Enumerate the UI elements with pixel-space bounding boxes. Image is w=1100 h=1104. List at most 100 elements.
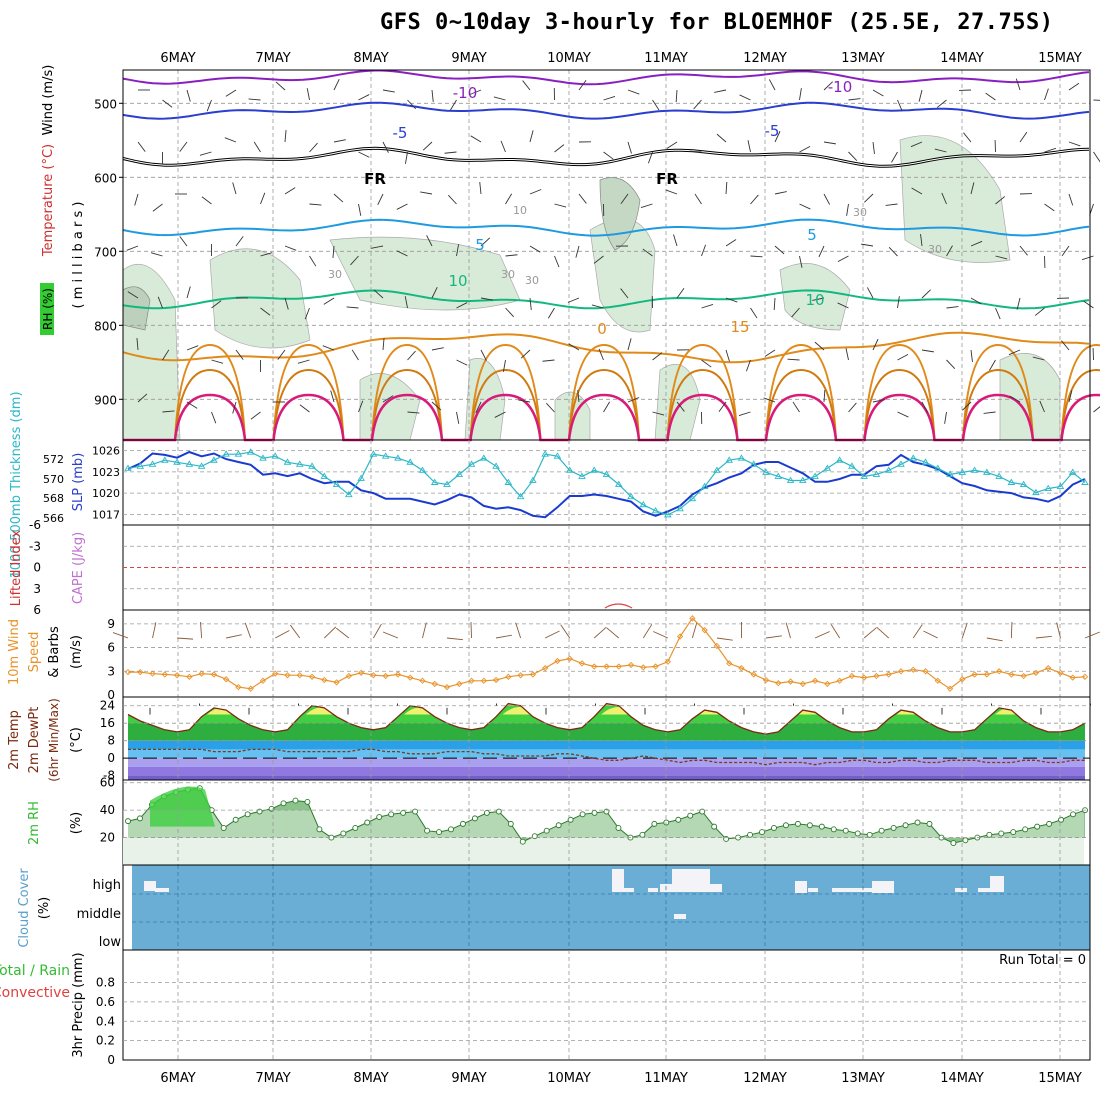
- contour-label: 30: [853, 206, 867, 219]
- wind10-barb: [692, 623, 696, 638]
- wind10-barb: [471, 622, 472, 638]
- precip-tick: 0: [107, 1053, 115, 1067]
- date-label-bottom: 12MAY: [743, 1071, 787, 1086]
- rh-point: [1035, 824, 1040, 829]
- date-label-top: 7MAY: [255, 51, 290, 66]
- wind10-tick: 3: [107, 664, 115, 678]
- wind10-barb: [607, 628, 619, 638]
- temp-tick: 24: [100, 699, 115, 713]
- date-label-bottom: 9MAY: [451, 1071, 486, 1086]
- temp-tick: 8: [107, 734, 115, 748]
- cloud-level-label: high: [93, 878, 121, 893]
- wind10-barb: [1036, 636, 1052, 638]
- contour-label: FR: [364, 170, 386, 188]
- rh-point: [341, 831, 346, 836]
- rh-point: [771, 825, 776, 830]
- run-total: Run Total = 0: [999, 953, 1086, 968]
- cape-axis-label: CAPE (J/kg): [71, 532, 86, 604]
- contour-label: 30: [501, 268, 515, 281]
- temp-axis-label: (6hr Min/Max): [47, 698, 61, 782]
- date-label-top: 10MAY: [547, 51, 591, 66]
- wind-axis-label: Wind (m/s): [41, 65, 56, 136]
- wind10-panel-frame: [123, 610, 1090, 697]
- contour-label: -5: [393, 124, 408, 142]
- contour-label: 0: [597, 320, 607, 338]
- rh-point: [760, 830, 765, 835]
- wind10-barb: [962, 623, 967, 638]
- wind10-barb: [643, 624, 651, 638]
- temp-band: [123, 767, 1090, 776]
- rh-point: [963, 838, 968, 843]
- date-label-bottom: 8MAY: [353, 1071, 388, 1086]
- contour-label: -5: [765, 122, 780, 140]
- rh-point: [305, 799, 310, 804]
- contour-label: 30: [525, 274, 539, 287]
- contour-label: 10: [513, 204, 527, 217]
- rh-point: [448, 827, 453, 832]
- cloud-block: [710, 884, 722, 892]
- rh-point: [293, 798, 298, 803]
- cloud-block: [795, 881, 807, 893]
- wind10-barb: [831, 624, 839, 638]
- temp-tick: 0: [107, 751, 115, 765]
- rh-point: [999, 831, 1004, 836]
- rh-point: [831, 827, 836, 832]
- wind10-barb: [766, 636, 782, 638]
- wind10-barb: [545, 631, 559, 638]
- rh-midband: [123, 810, 1084, 837]
- wind10-barb: [422, 622, 426, 638]
- cloud-block: [674, 914, 686, 919]
- contour-label: 5: [475, 236, 485, 254]
- wind10-barb: [226, 635, 242, 638]
- rh-point: [795, 821, 800, 826]
- date-label-bottom: 15MAY: [1038, 1071, 1082, 1086]
- wind-barb: [1094, 404, 1100, 412]
- precip-tick: 0.6: [96, 995, 115, 1009]
- cloud-axis-label: (%): [37, 897, 52, 920]
- cloud-block: [808, 888, 818, 892]
- date-label-top: 8MAY: [353, 51, 388, 66]
- li-tick: -6: [29, 518, 41, 532]
- rh-point: [556, 823, 561, 828]
- slp-tick: 1026: [92, 445, 120, 458]
- slp-line: [128, 452, 1085, 517]
- rh-point: [951, 841, 956, 846]
- slp-tick: 1017: [92, 508, 120, 521]
- slp-tick: 1023: [92, 466, 120, 479]
- rh2m-axis-label: 2m RH: [27, 801, 42, 845]
- cloud-bg: [132, 865, 1090, 950]
- cloud-level-label: middle: [77, 907, 121, 922]
- rh-point: [126, 819, 131, 824]
- cloud-block: [832, 888, 872, 892]
- wind10-barb: [275, 630, 289, 638]
- rh-point: [1059, 817, 1064, 822]
- rh-point: [867, 832, 872, 837]
- wind10-axis-label: & Barbs: [47, 626, 62, 678]
- rh-point: [401, 810, 406, 815]
- wind10-barb: [877, 627, 889, 638]
- precip-convective-label: Convective: [0, 985, 70, 1001]
- wind10-barb: [324, 627, 336, 638]
- wind10-barb: [113, 633, 128, 638]
- date-label-top: 15MAY: [1038, 51, 1082, 66]
- pressure-tick: 600: [94, 171, 117, 185]
- rh-point: [460, 821, 465, 826]
- wind10-barb: [561, 625, 570, 638]
- contour-label: -10: [828, 78, 853, 96]
- rh-point: [221, 825, 226, 830]
- temp-axis-label: 2m Temp: [7, 710, 22, 770]
- rh-lowband: [123, 838, 1084, 865]
- contour-label: 15: [730, 318, 749, 336]
- rh-point: [616, 825, 621, 830]
- rh-point: [915, 820, 920, 825]
- cloud-block: [990, 876, 1004, 892]
- cloud-block: [672, 869, 710, 892]
- rh-tick: 40: [100, 803, 115, 817]
- date-label-top: 9MAY: [451, 51, 486, 66]
- rh-point: [1071, 812, 1076, 817]
- slp-axis-label: SLP (mb): [71, 453, 86, 512]
- wind10-barb: [177, 638, 193, 639]
- wind10-barb: [153, 622, 156, 638]
- chart-title: GFS 0~10day 3-hourly for BLOEMHOF (25.5E…: [380, 10, 1054, 35]
